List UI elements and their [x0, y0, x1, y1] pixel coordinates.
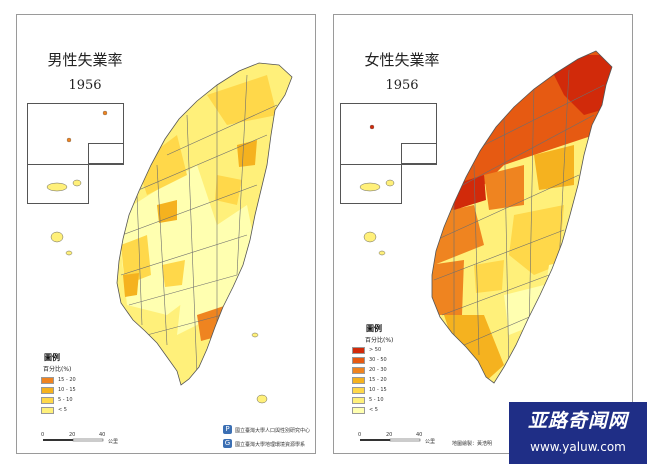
map-title: 男性失業率 [47, 51, 123, 69]
legend-label: 5 - 10 [58, 397, 73, 403]
legend-label: 30 - 50 [369, 357, 387, 363]
department-logo-icon: G [223, 439, 232, 448]
legend-label: < 5 [58, 407, 67, 413]
legend-label: 20 - 30 [369, 367, 387, 373]
legend-title: 圖例 [44, 353, 60, 362]
island-inset-small [88, 143, 124, 164]
legend-item: 20 - 30 [352, 366, 387, 374]
male-unemployment-map-panel: 男性失業率 1956 [16, 14, 316, 454]
scale-label-40: 40 [99, 432, 106, 438]
legend-title: 圖例 [366, 324, 382, 333]
scale-label-0: 0 [358, 432, 362, 438]
credit-line: 地圖繪製：黃浩明 [452, 441, 493, 447]
legend-swatch [41, 406, 54, 414]
legend-label: 10 - 15 [369, 387, 387, 393]
scale-unit: 公里 [425, 439, 436, 445]
scale-unit: 公里 [108, 439, 119, 445]
legend-item: < 5 [41, 406, 67, 414]
legend-label: > 50 [369, 347, 382, 353]
legend-subtitle: 百分比(%) [43, 366, 72, 373]
legend-item: 10 - 15 [41, 386, 76, 394]
taiwan-choropleth-male [43, 62, 293, 442]
legend-item: < 5 [352, 406, 378, 414]
legend-subtitle: 百分比(%) [365, 337, 394, 344]
island-inset-small [401, 143, 437, 164]
legend-swatch [352, 376, 365, 384]
legend-item: 10 - 15 [352, 386, 387, 394]
watermark-url: www.yaluw.com [530, 440, 626, 454]
watermark-banner: 亚路奇闻网 www.yaluw.com [509, 402, 647, 464]
map-year: 1956 [385, 78, 419, 93]
legend-item: 5 - 10 [352, 396, 384, 404]
legend-swatch [352, 406, 365, 414]
scale-label-20: 20 [386, 432, 393, 438]
legend-label: < 5 [369, 407, 378, 413]
legend-item: 15 - 20 [352, 376, 387, 384]
map-title: 女性失業率 [364, 51, 440, 69]
taiwan-choropleth-female [359, 50, 613, 442]
legend-label: 15 - 20 [369, 377, 387, 383]
island-inset-bottom [27, 164, 89, 204]
legend-label: 5 - 10 [369, 397, 384, 403]
legend-swatch [41, 386, 54, 394]
scale-label-40: 40 [416, 432, 423, 438]
map-year: 1956 [68, 78, 102, 93]
legend-label: 10 - 15 [58, 387, 76, 393]
legend-swatch [352, 366, 365, 374]
credit-line: 國立臺灣大學人口與性別研究中心 [235, 428, 311, 434]
legend-label: 15 - 20 [58, 377, 76, 383]
scale-label-0: 0 [41, 432, 45, 438]
legend-swatch [352, 396, 365, 404]
legend-item: > 50 [352, 346, 381, 354]
legend-item: 5 - 10 [41, 396, 73, 404]
legend-swatch [352, 386, 365, 394]
legend-swatch [352, 356, 365, 364]
legend-swatch [352, 346, 365, 354]
island-inset-bottom [340, 164, 402, 204]
legend-item: 30 - 50 [352, 356, 387, 364]
institute-logo-icon: P [223, 425, 232, 434]
legend-swatch [41, 376, 54, 384]
legend-swatch [41, 396, 54, 404]
legend-item: 15 - 20 [41, 376, 76, 384]
female-unemployment-map-panel: 女性失業率 1956 [333, 14, 633, 454]
credit-line: 國立臺灣大學地理環境資源學系 [235, 442, 306, 448]
scale-label-20: 20 [69, 432, 76, 438]
watermark-title: 亚路奇闻网 [527, 410, 628, 432]
